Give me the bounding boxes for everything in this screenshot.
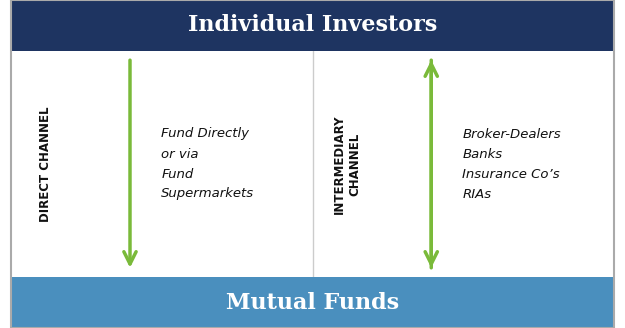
Text: Fund Directly
or via
Fund
Supermarkets: Fund Directly or via Fund Supermarkets — [161, 128, 254, 200]
Text: Mutual Funds: Mutual Funds — [226, 292, 399, 314]
Text: INTERMEDIARY
CHANNEL: INTERMEDIARY CHANNEL — [333, 114, 361, 214]
Bar — [11, 0, 614, 51]
Text: Individual Investors: Individual Investors — [188, 14, 437, 36]
Bar — [11, 277, 614, 328]
Text: DIRECT CHANNEL: DIRECT CHANNEL — [39, 106, 52, 222]
Text: Broker-Dealers
Banks
Insurance Co’s
RIAs: Broker-Dealers Banks Insurance Co’s RIAs — [462, 128, 561, 200]
